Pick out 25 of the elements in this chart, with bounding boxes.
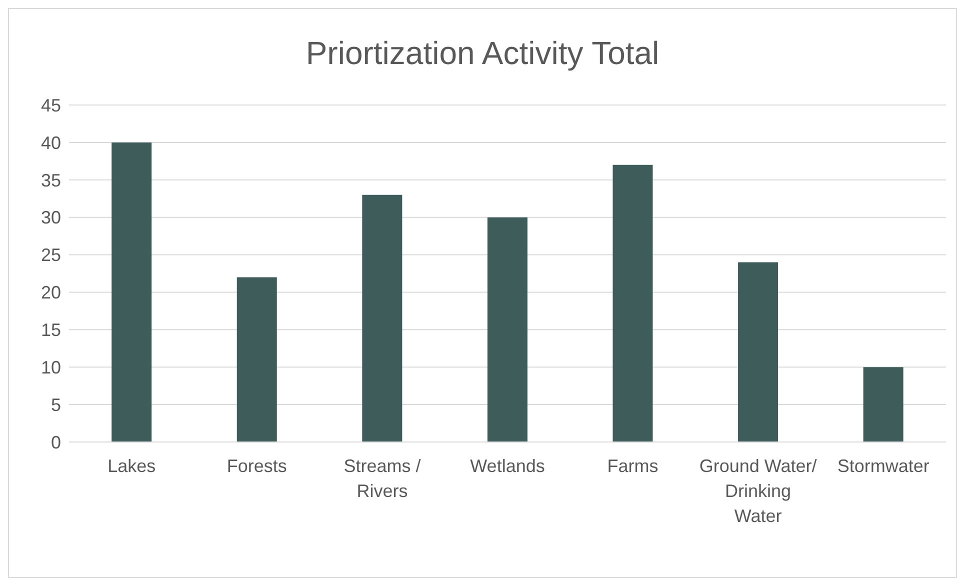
y-tick-label: 35 [40,170,61,190]
y-tick-label: 20 [40,282,61,303]
y-tick-label: 5 [50,394,61,415]
x-tick-label: Ground Water/ Drinking Water [699,456,817,526]
bar [487,217,528,442]
bar [236,277,277,442]
y-tick-label: 0 [50,432,61,452]
y-tick-label: 10 [40,358,61,378]
x-tick-label: Wetlands [470,456,545,476]
bar [738,262,778,442]
x-tick-label: Stormwater [837,456,930,476]
x-tick-label: Lakes [108,456,156,476]
y-tick-label: 45 [40,95,61,116]
chart-title: Priortization Activity Total [304,34,660,73]
bar [863,367,904,442]
x-tick-label: Streams / Rivers [344,456,421,501]
bar [112,142,152,442]
y-tick-label: 15 [40,320,61,340]
bar [362,194,402,442]
y-tick-label: 25 [40,245,61,266]
x-tick-label: Farms [607,456,658,476]
bar [612,164,653,442]
x-tick-label: Forests [226,456,287,476]
y-tick-label: 30 [40,208,61,228]
y-tick-label: 40 [40,132,61,153]
